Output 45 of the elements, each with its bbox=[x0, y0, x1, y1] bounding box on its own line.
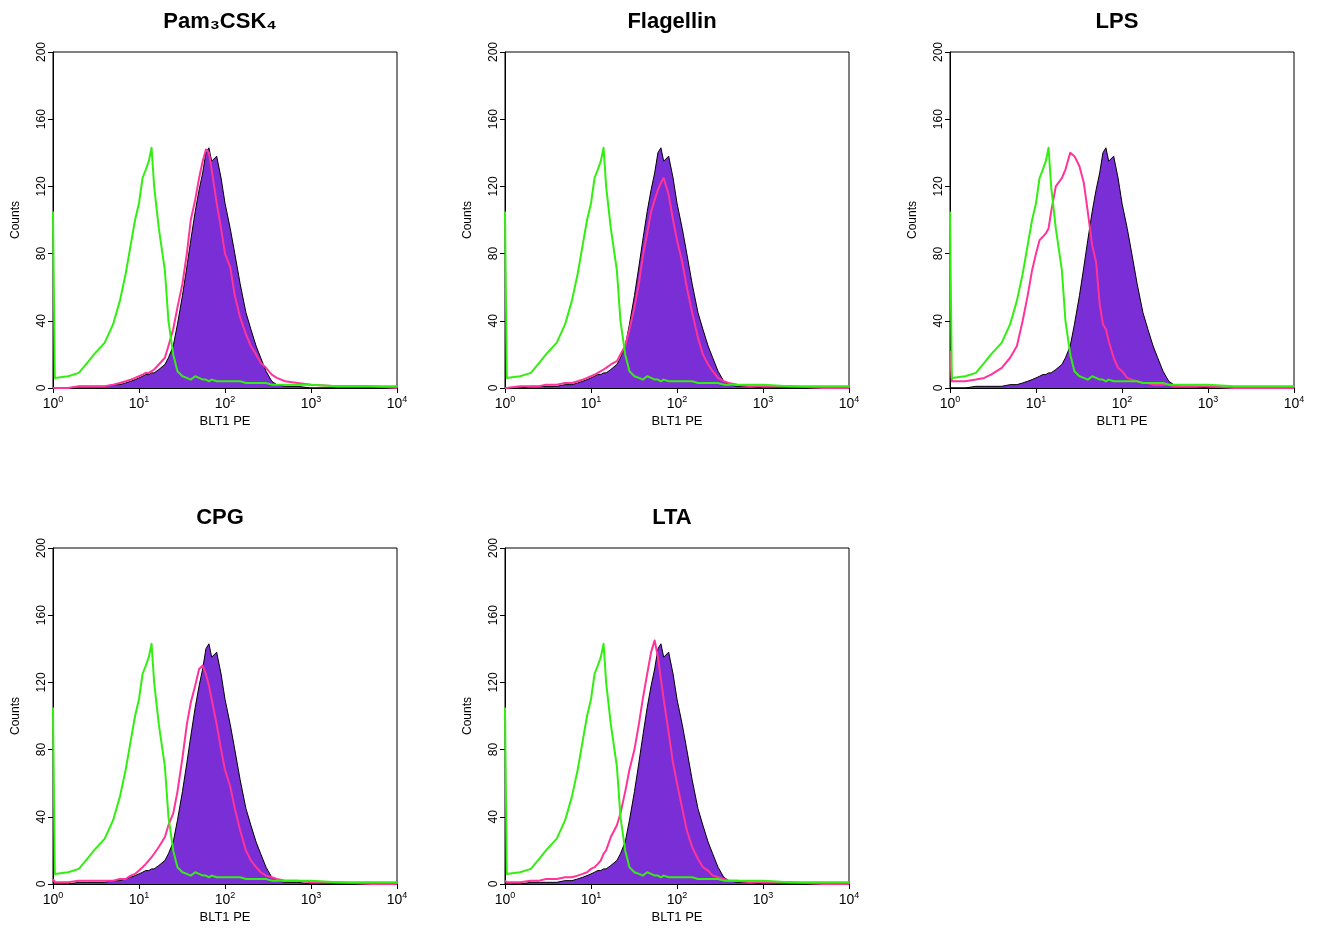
y-tick-label: 40 bbox=[931, 313, 945, 328]
x-axis-title: BLT1 PE bbox=[651, 413, 703, 429]
y-tick-label: 120 bbox=[486, 176, 500, 197]
y-axis-title: Counts bbox=[905, 200, 919, 240]
y-tick-label: 200 bbox=[34, 41, 48, 63]
y-tick-label: 80 bbox=[486, 246, 500, 261]
y-tick-label: 80 bbox=[34, 246, 48, 261]
y-tick-label: 120 bbox=[34, 176, 48, 197]
y-tick-label: 200 bbox=[931, 41, 945, 63]
y-tick-label: 40 bbox=[34, 313, 48, 328]
chart-title: LPS bbox=[1095, 7, 1139, 33]
chart-title: LTA bbox=[652, 503, 692, 529]
y-tick-label: 160 bbox=[486, 108, 500, 130]
y-tick-label: 200 bbox=[486, 537, 500, 559]
y-tick-label: 120 bbox=[34, 672, 48, 693]
y-tick-label: 160 bbox=[34, 108, 48, 130]
y-tick-label: 0 bbox=[34, 384, 48, 392]
y-tick-label: 40 bbox=[34, 809, 48, 824]
y-tick-label: 120 bbox=[486, 672, 500, 693]
y-tick-label: 80 bbox=[931, 246, 945, 261]
y-tick-label: 40 bbox=[486, 809, 500, 824]
y-axis-title: Counts bbox=[8, 200, 22, 240]
chart-title: Pam₃CSK₄ bbox=[163, 7, 277, 33]
y-tick-label: 160 bbox=[486, 604, 500, 626]
y-tick-label: 0 bbox=[931, 384, 945, 392]
y-axis-title: Counts bbox=[8, 696, 22, 736]
y-tick-label: 80 bbox=[486, 742, 500, 757]
y-tick-label: 80 bbox=[34, 742, 48, 757]
y-tick-label: 40 bbox=[486, 313, 500, 328]
y-axis-title: Counts bbox=[460, 200, 474, 240]
y-tick-label: 160 bbox=[931, 108, 945, 130]
x-axis-title: BLT1 PE bbox=[651, 909, 703, 925]
y-tick-label: 200 bbox=[34, 537, 48, 559]
y-axis-title: Counts bbox=[460, 696, 474, 736]
x-axis-title: BLT1 PE bbox=[199, 413, 251, 429]
y-tick-label: 0 bbox=[34, 880, 48, 888]
y-tick-label: 160 bbox=[34, 604, 48, 626]
x-axis-title: BLT1 PE bbox=[1096, 413, 1148, 429]
y-tick-label: 0 bbox=[486, 384, 500, 392]
y-tick-label: 120 bbox=[931, 176, 945, 197]
chart-title: Flagellin bbox=[627, 7, 717, 33]
y-tick-label: 200 bbox=[486, 41, 500, 63]
y-tick-label: 0 bbox=[486, 880, 500, 888]
x-axis-title: BLT1 PE bbox=[199, 909, 251, 925]
chart-title: CPG bbox=[196, 503, 244, 529]
